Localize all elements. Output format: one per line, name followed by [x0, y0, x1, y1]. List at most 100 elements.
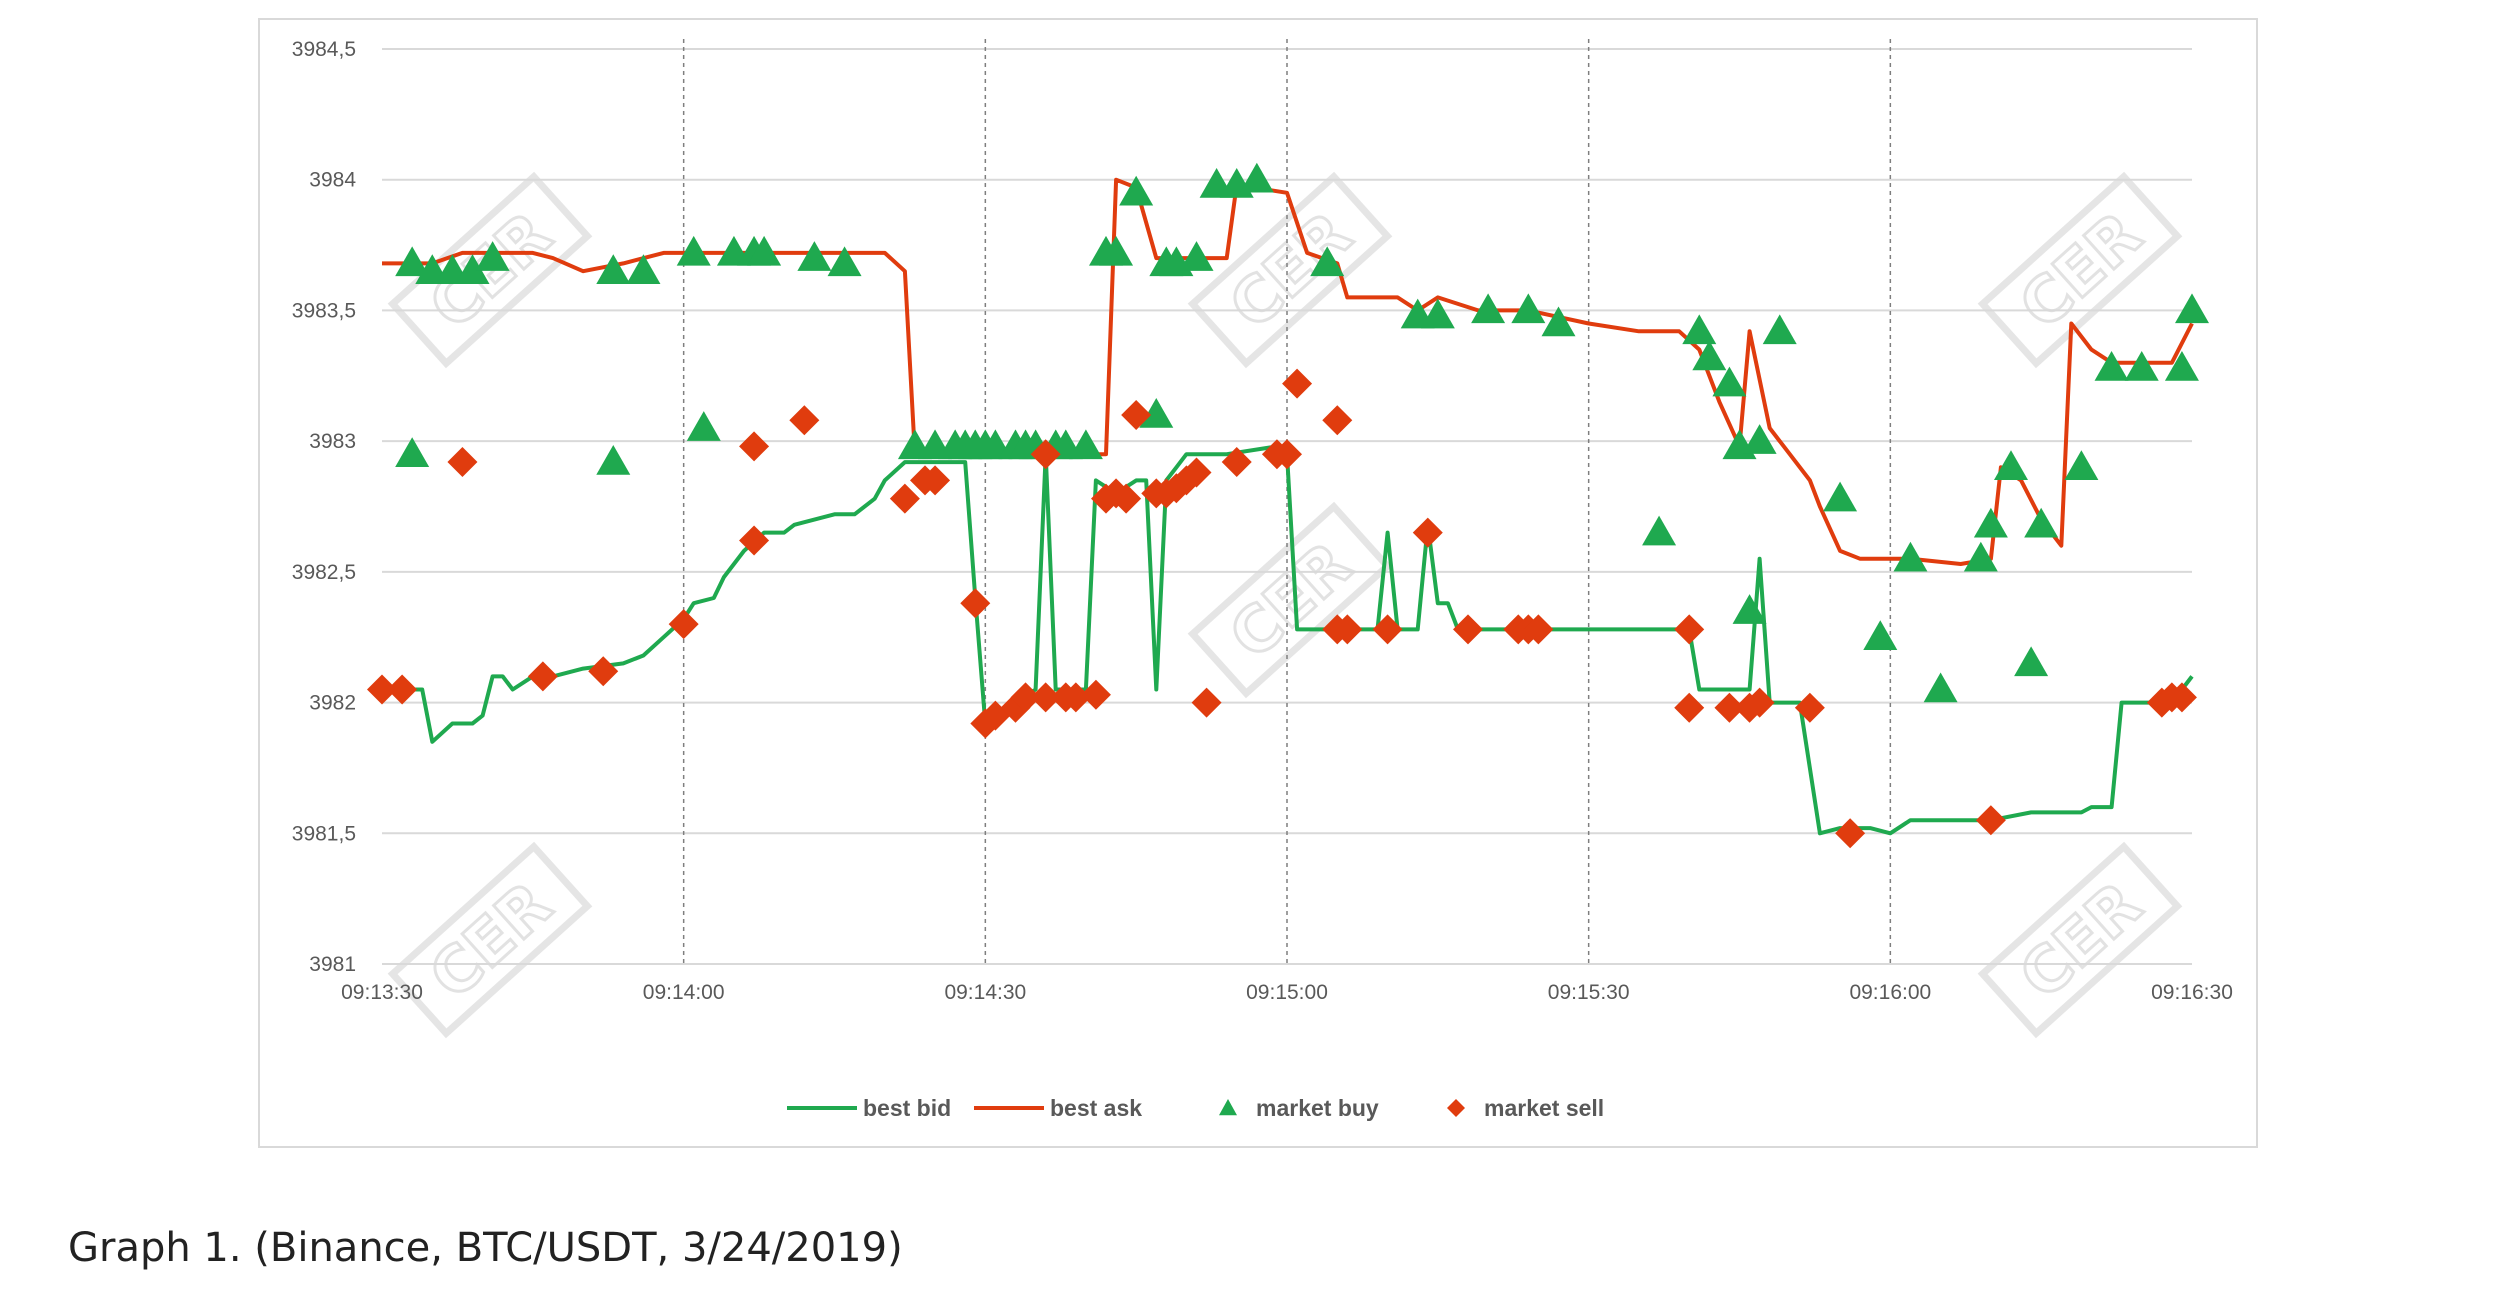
caption: Graph 1. (Binance, BTC/USDT, 3/24/2019) — [68, 1225, 903, 1271]
market-sell-marker — [1975, 805, 2006, 836]
market-sell-marker — [960, 588, 991, 619]
chart-svg: CERCERCERCERCERCER 39813981,539823982,53… — [292, 38, 2233, 1121]
chart-frame: CERCERCERCERCERCER 39813981,539823982,53… — [258, 18, 2258, 1148]
market-buy-marker — [2064, 450, 2099, 481]
market-sell-marker — [2146, 687, 2177, 718]
market-sell-marker — [1322, 405, 1353, 436]
watermark-frame — [1977, 841, 2183, 1039]
y-tick-label: 3981,5 — [292, 822, 356, 845]
market-sell-marker — [1794, 692, 1825, 723]
market-buy-marker — [1420, 298, 1455, 329]
market-buy-marker — [1923, 672, 1958, 703]
watermark-frame — [387, 171, 593, 369]
x-tick-label: 09:13:30 — [341, 981, 423, 1004]
market-buy-marker — [1310, 246, 1345, 277]
market-sell-marker — [367, 674, 397, 705]
market-sell-marker — [1272, 439, 1302, 470]
market-buy-marker — [1963, 541, 1998, 572]
market-sell-marker — [1453, 614, 1483, 645]
market-sell-marker — [1181, 457, 1212, 488]
market-sell-marker — [1080, 679, 1111, 710]
market-sell-marker — [2166, 682, 2197, 713]
market-sell-marker — [1030, 682, 1061, 713]
market-sell-marker — [1523, 614, 1554, 645]
market-sell-marker — [1030, 439, 1061, 470]
legend: best bid best ask market buy market sell — [787, 1095, 1604, 1121]
legend-swatch — [1447, 1099, 1465, 1117]
market-sell-marker — [1221, 447, 1252, 478]
market-buy-marker — [2164, 350, 2199, 381]
market-buy-marker — [1732, 594, 1767, 624]
market-sell-marker — [1060, 682, 1091, 713]
y-tick-label: 3984,5 — [292, 38, 356, 61]
x-tick-label: 09:16:00 — [1849, 981, 1931, 1004]
x-tick-label: 09:14:00 — [643, 981, 725, 1004]
y-axis: 3981 3981,5 3982 3982,5 3983 3983,5 3984 3984,5 — [292, 38, 357, 976]
y-tick-label: 3983,5 — [292, 299, 356, 322]
market-sell-marker — [588, 656, 619, 687]
market-buy-marker — [747, 235, 782, 266]
y-tick-label: 3983 — [309, 430, 356, 453]
market-sell-marker — [1744, 687, 1775, 718]
market-sell-marker — [1010, 682, 1041, 713]
x-axis: 09:13:30 09:14:00 09:14:30 09:15:00 09:15:30… — [341, 981, 2233, 1004]
market-sell-marker — [1111, 483, 1142, 514]
market-sell-marker — [1372, 614, 1403, 645]
market-buy-marker — [1682, 314, 1717, 345]
watermark: CER — [1977, 841, 2183, 1039]
market-buy-marker — [596, 254, 631, 284]
legend-label: market sell — [1484, 1095, 1604, 1121]
market-buy-marker — [395, 246, 430, 277]
market-buy-marker — [1863, 620, 1898, 650]
grid-layer — [382, 39, 2192, 965]
market-buy-marker — [395, 437, 430, 467]
market-sell-marker — [387, 674, 418, 705]
watermark: CER — [387, 841, 593, 1039]
market-sell-marker — [739, 525, 770, 556]
y-tick-label: 3982 — [309, 692, 356, 715]
watermark-frame — [1977, 171, 2183, 369]
x-tick-label: 09:15:00 — [1246, 981, 1328, 1004]
market-buy-marker — [2094, 350, 2129, 381]
legend-swatch — [1219, 1099, 1237, 1116]
market-buy-marker — [2175, 293, 2209, 324]
market-sell-marker — [668, 609, 699, 640]
y-tick-label: 3982,5 — [292, 561, 356, 584]
market-buy-marker — [1973, 507, 2008, 538]
market-sell-marker — [1332, 614, 1363, 645]
market-buy-marker — [1642, 515, 1677, 546]
market-sell-marker — [1714, 692, 1745, 723]
market-buy-marker — [1119, 175, 1154, 206]
markers-layer — [367, 162, 2209, 849]
market-sell-marker — [1835, 818, 1866, 849]
watermark-frame — [387, 841, 593, 1039]
market-buy-marker — [1099, 235, 1134, 266]
market-sell-marker — [527, 661, 558, 692]
market-buy-marker — [686, 411, 721, 441]
market-buy-marker — [1541, 306, 1576, 337]
market-sell-marker — [1674, 692, 1705, 723]
market-buy-marker — [2124, 350, 2159, 381]
market-buy-marker — [2014, 646, 2049, 677]
market-buy-marker — [1239, 162, 1274, 193]
market-buy-marker — [797, 241, 832, 271]
market-buy-marker — [596, 445, 631, 475]
market-buy-marker — [2024, 507, 2059, 538]
market-buy-marker — [1139, 398, 1174, 428]
market-buy-marker — [827, 246, 862, 277]
market-sell-marker — [789, 405, 820, 436]
market-sell-marker — [739, 431, 770, 462]
market-buy-marker — [1511, 293, 1546, 324]
market-sell-marker — [920, 465, 951, 496]
market-buy-marker — [1994, 450, 2028, 481]
market-buy-marker — [1712, 366, 1747, 397]
watermark-layer: CERCERCERCERCERCER — [387, 171, 2183, 1039]
market-buy-marker — [475, 241, 510, 271]
x-tick-label: 09:14:30 — [944, 981, 1026, 1004]
market-buy-marker — [1762, 314, 1797, 345]
market-sell-marker — [889, 483, 920, 514]
market-buy-marker — [1893, 541, 1928, 572]
market-sell-marker — [1412, 517, 1443, 548]
x-tick-label: 09:15:30 — [1548, 981, 1630, 1004]
y-tick-label: 3984 — [309, 169, 356, 192]
